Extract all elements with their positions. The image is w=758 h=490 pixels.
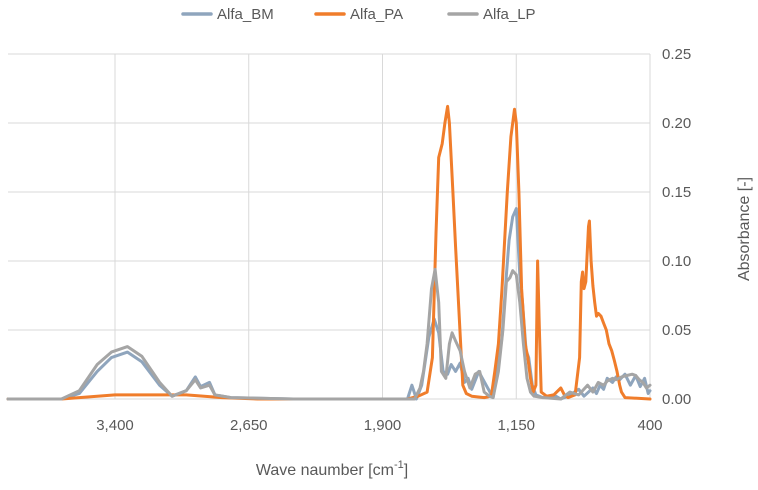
y-tick-label-3: 0.15: [662, 184, 691, 201]
x-tick-label-1: 2,650: [230, 417, 268, 434]
legend-label-1: Alfa_PA: [350, 6, 403, 23]
chart-series: [6, 104, 652, 401]
legend-label-0: Alfa_BM: [217, 6, 274, 23]
x-tick-label-0: 3,400: [96, 417, 134, 434]
y-tick-label-1: 0.05: [662, 322, 691, 339]
series-line-alfa-bm: [6, 207, 652, 401]
y-tick-label-5: 0.25: [662, 46, 691, 63]
y-tick-label-4: 0.20: [662, 115, 691, 132]
chart-legend: Alfa_BM Alfa_PA Alfa_LP: [181, 6, 536, 23]
legend-label-2: Alfa_LP: [483, 6, 536, 23]
x-tick-label-4: 400: [637, 417, 662, 434]
y-axis-label: Absorbance [-]: [736, 177, 753, 281]
chart-gridlines: [8, 53, 651, 400]
x-tick-label-2: 1,900: [364, 417, 402, 434]
x-axis-label: Wave naumber [cm-1]: [256, 459, 408, 479]
y-axis-ticks: 0.00 0.05 0.10 0.15 0.20 0.25: [662, 46, 691, 408]
x-tick-label-3: 1,150: [497, 417, 535, 434]
x-axis-ticks: 3,400 2,650 1,900 1,150 400: [96, 417, 662, 434]
series-line-alfa-lp: [6, 267, 652, 401]
y-tick-label-0: 0.00: [662, 391, 691, 408]
y-tick-label-2: 0.10: [662, 253, 691, 270]
series-line-alfa-pa: [6, 104, 652, 401]
